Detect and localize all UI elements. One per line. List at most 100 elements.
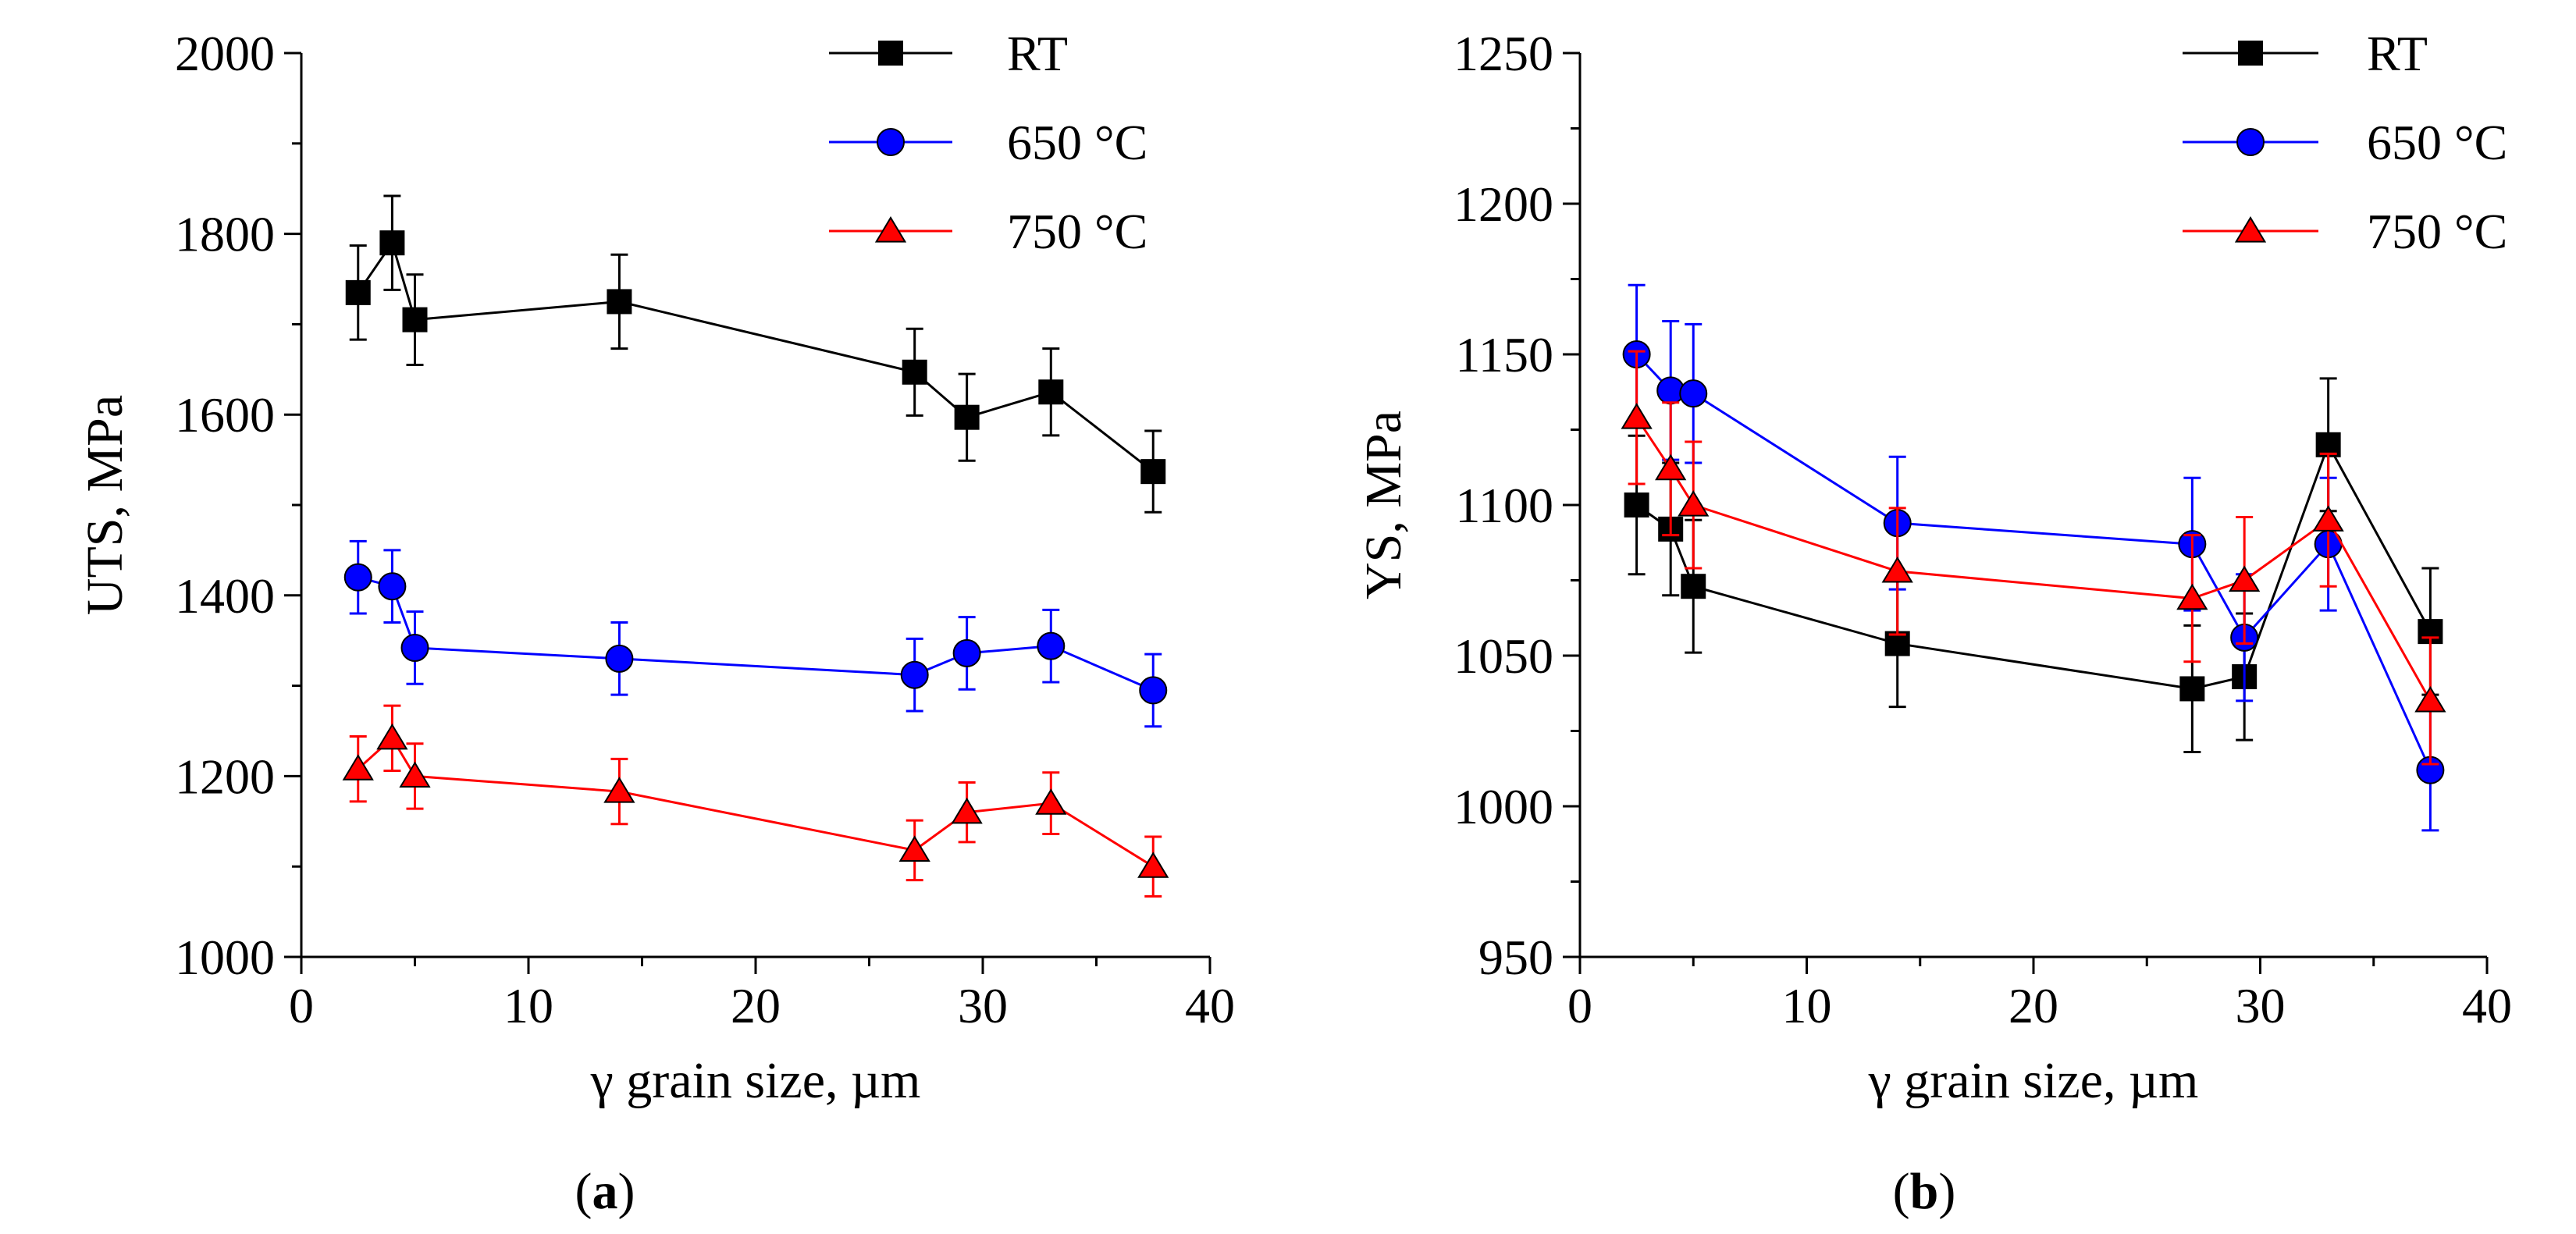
panel-a-y-tick-label: 1200	[175, 749, 275, 804]
panel-a-650c-line	[358, 576, 1154, 692]
panel-b-series-650c	[1622, 283, 2445, 832]
panel-b-series-750c	[1621, 350, 2446, 766]
panel-a-rt-point	[1140, 459, 1166, 485]
panel-b-rt-point	[1681, 574, 1706, 599]
panel-a-legend-label: RT	[1007, 26, 1068, 81]
panel-b-y-tick-label: 1150	[1455, 327, 1553, 382]
panel-b-y-tick-label: 1050	[1453, 628, 1553, 684]
panel-a-x-tick-label: 0	[289, 978, 314, 1033]
panel-b-y-axis-title: YS, MPa	[1355, 411, 1412, 599]
panel-b-y-tick-label: 1100	[1455, 478, 1553, 533]
panel-a-series-rt	[345, 194, 1166, 514]
panel-b-legend-rt: RT	[2183, 26, 2428, 81]
panel-b-750c-point	[2176, 583, 2208, 610]
panel-b-legend-marker	[2234, 216, 2267, 243]
panel-b-y-tick-label: 1200	[1453, 176, 1553, 232]
panel-a-750c-point	[399, 761, 431, 788]
panel-b-ys-chart: 0 10 20 30 40 950 1000 1050 1100 1150 1200 1250 γ gr…	[1355, 26, 2512, 1109]
panel-a-legend-750c: 750 °C	[829, 204, 1147, 259]
panel-b-y-tick-label: 1000	[1453, 779, 1553, 834]
panel-a-rt-line	[357, 240, 1155, 473]
panel-a-x-tick-label: 10	[503, 978, 553, 1033]
panel-a-x-tick-label: 40	[1185, 978, 1235, 1033]
panel-a-rt-point	[607, 289, 632, 315]
panel-b-750c-point	[2414, 685, 2446, 713]
panel-a-legend-label: 750 °C	[1007, 204, 1147, 259]
panel-b-x-tick-label: 30	[2236, 978, 2286, 1033]
panel-a-750c-point	[1035, 788, 1067, 815]
panel-b-legend-marker	[2236, 128, 2265, 156]
panel-a-series-750c	[342, 704, 1169, 898]
panel-b-rt-point	[1624, 493, 1649, 517]
panel-a-x-tick-label: 20	[731, 978, 781, 1033]
panel-b-750c-point	[1621, 403, 1653, 429]
panel-a-rt-point	[954, 404, 980, 430]
panel-b-750c-point	[1655, 453, 1687, 481]
panel-b-rt-point	[2179, 676, 2205, 702]
panel-a-legend-marker	[878, 41, 903, 66]
panel-a-rt-point	[402, 307, 428, 333]
panel-b-series-rt	[1624, 377, 2443, 754]
panel-a-legend-label: 650 °C	[1007, 115, 1147, 170]
panel-b-650c-line	[1635, 353, 2432, 771]
panel-a-750c-line	[357, 736, 1155, 868]
panel-a-x-tick-label: 30	[958, 978, 1008, 1033]
panel-a-750c-point	[1137, 852, 1169, 878]
panel-b-750c-point	[2312, 505, 2344, 532]
panel-b-y-tick-label: 1250	[1453, 26, 1553, 81]
panel-b-750c-point	[1678, 490, 1710, 517]
panel-a-rt-point	[345, 279, 371, 305]
panel-b-legend-label: 650 °C	[2367, 115, 2507, 170]
panel-a-legend-marker	[874, 216, 907, 243]
panel-b-650c-point	[1679, 379, 1708, 408]
panel-a-y-tick-label: 2000	[175, 26, 275, 81]
panel-a-series-650c	[343, 539, 1168, 728]
panel-a-650c-point	[1037, 631, 1066, 660]
panel-a-650c-point	[343, 563, 372, 592]
panel-b-legend-marker	[2238, 41, 2263, 66]
panel-b-750c-line	[1635, 417, 2432, 702]
panel-b-caption: (b)	[1893, 1163, 1956, 1220]
panel-b-legend-750c: 750 °C	[2183, 204, 2507, 259]
panel-b-x-tick-label: 20	[2008, 978, 2058, 1033]
panel-b-x-axis-title: γ grain size, µm	[1868, 1052, 2199, 1109]
panel-a-y-tick-label: 1600	[175, 387, 275, 443]
panel-b-y-tick-label: 950	[1478, 930, 1553, 985]
panel-a-750c-point	[603, 777, 635, 803]
panel-a-750c-point	[898, 835, 930, 862]
panel-a-750c-point	[951, 797, 983, 824]
panel-a-caption: (a)	[575, 1163, 635, 1220]
panel-a-y-tick-label: 1000	[175, 930, 275, 985]
panel-b-750c-point	[2229, 565, 2261, 592]
panel-b-legend-650c: 650 °C	[2183, 115, 2507, 170]
panel-b-x-tick-label: 40	[2462, 978, 2512, 1033]
panel-a-rt-point	[379, 230, 405, 256]
panel-a-uts-chart: 0 10 20 30 40 1000 1200 1400 1600 1800 2000 γ grain…	[76, 26, 1235, 1109]
panel-a-650c-point	[952, 638, 981, 667]
panel-a-legend-marker	[877, 128, 905, 156]
panel-a-legend-650c: 650 °C	[829, 115, 1147, 170]
panel-b-rt-line	[1635, 442, 2432, 690]
panel-a-650c-point	[1139, 676, 1168, 705]
panel-b-x-tick-label: 10	[1782, 978, 1832, 1033]
panel-a-y-tick-label: 1800	[175, 207, 275, 262]
panel-a-y-tick-label: 1400	[175, 568, 275, 624]
panel-b-750c-point	[1881, 556, 1913, 583]
panel-a-x-axis-title: γ grain size, µm	[590, 1052, 921, 1109]
panel-a-650c-point	[605, 644, 634, 673]
panel-a-rt-point	[1038, 379, 1064, 405]
panel-a-650c-point	[378, 572, 407, 601]
panel-a-legend-rt: RT	[829, 26, 1068, 81]
panel-a-650c-point	[400, 633, 429, 662]
panel-a-750c-point	[342, 754, 374, 781]
panel-b-legend-label: RT	[2367, 26, 2428, 81]
panel-b-legend-label: 750 °C	[2367, 204, 2507, 259]
panel-a-650c-point	[900, 660, 929, 689]
panel-b-x-tick-label: 0	[1567, 978, 1592, 1033]
panel-a-750c-point	[376, 723, 408, 750]
panel-b-rt-point	[2315, 432, 2341, 457]
panel-a-y-axis-title: UTS, MPa	[76, 395, 133, 615]
panel-a-rt-point	[902, 359, 927, 385]
